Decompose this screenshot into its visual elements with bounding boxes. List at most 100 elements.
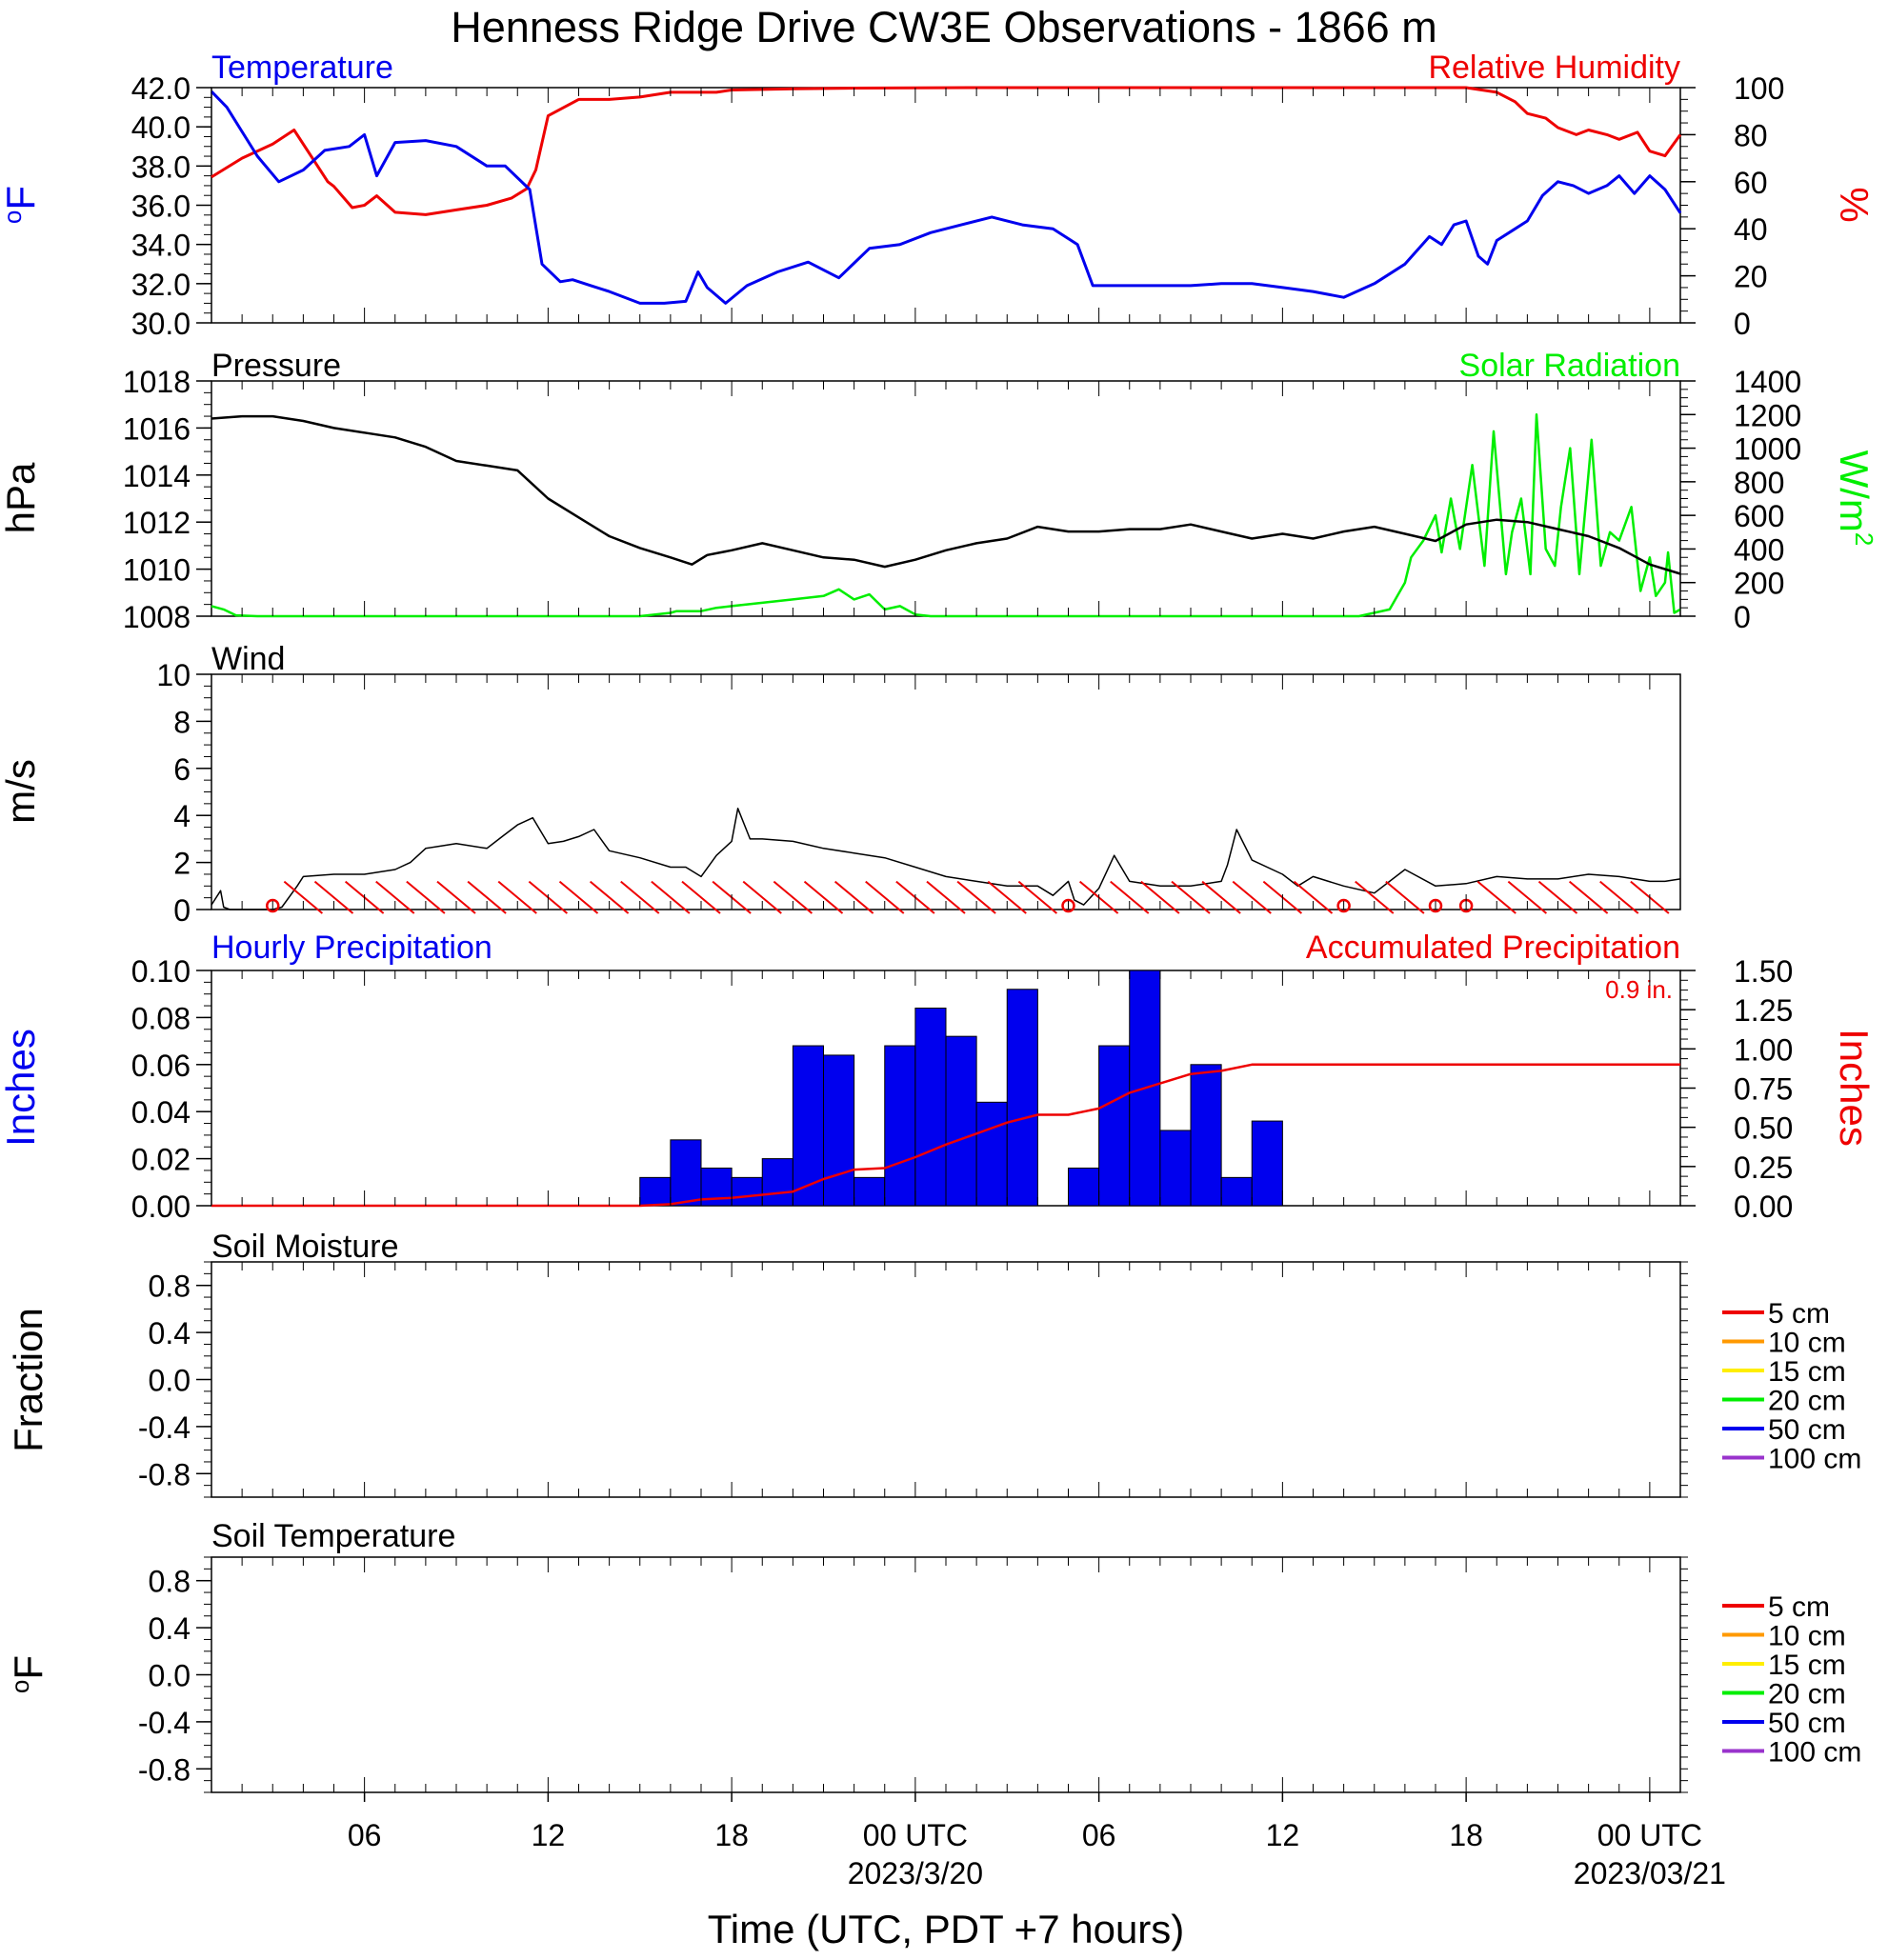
soil-temperature-legend-label: 10 cm xyxy=(1768,1621,1846,1652)
wind-barb xyxy=(1507,880,1548,914)
wind-barb xyxy=(1355,880,1395,914)
wind-title: Wind xyxy=(211,641,285,677)
soil-temperature-tick-label: 0.8 xyxy=(149,1565,191,1599)
soil-moisture-legend-label: 20 cm xyxy=(1768,1386,1846,1417)
time-tick-label: 12 xyxy=(532,1818,566,1852)
wind-frame xyxy=(211,673,1681,910)
time-date-label: 2023/03/21 xyxy=(1574,1856,1726,1890)
wind-barb xyxy=(834,880,874,914)
wind-barb xyxy=(620,880,660,914)
wind-barb xyxy=(1110,880,1150,914)
accum-precip-tick-label: 1.00 xyxy=(1734,1032,1793,1067)
soil-temperature-tick-label: 0.0 xyxy=(149,1659,191,1693)
wind-barb xyxy=(1476,880,1516,914)
soil-temperature-tick-label: -0.4 xyxy=(138,1706,191,1740)
precip-bar xyxy=(1190,1064,1222,1207)
wind-speed-line xyxy=(211,808,1681,910)
precip-bar xyxy=(975,1101,1008,1207)
temperature-tick-label: 30.0 xyxy=(131,307,191,341)
soil-moisture-tick-label: -0.8 xyxy=(138,1457,191,1491)
temperature-axis-title: oF xyxy=(0,186,43,224)
time-tick-label: 18 xyxy=(714,1818,749,1852)
precip-bars xyxy=(639,970,1283,1207)
wind-axis-title: m/s xyxy=(0,759,43,824)
solar-tick-label: 0 xyxy=(1734,600,1751,634)
precip-bar xyxy=(914,1008,947,1207)
wind-barb xyxy=(1232,880,1272,914)
time-tick-label: 06 xyxy=(348,1818,382,1852)
hourly-precip-title: Hourly Precipitation xyxy=(211,930,492,966)
soil-moisture-legend-label: 100 cm xyxy=(1768,1444,1861,1475)
wind-left-ticks: 10 8 6 4 2 0 xyxy=(156,658,211,928)
wind-barb xyxy=(1201,880,1241,914)
precip-bar xyxy=(761,1158,793,1207)
temperature-tick-label: 32.0 xyxy=(131,268,191,302)
soil-moisture-title: Soil Moisture xyxy=(211,1229,399,1265)
wind-tick-label: 4 xyxy=(173,799,191,833)
solar-axis-title-text: W/m xyxy=(1832,450,1877,532)
wind-barb xyxy=(651,880,691,914)
time-date-label: 2023/3/20 xyxy=(848,1856,983,1890)
wind-barb xyxy=(865,880,905,914)
accum-precip-tick-label: 1.50 xyxy=(1734,954,1793,989)
soil-moisture-tick-label: 0.4 xyxy=(149,1316,191,1350)
time-tick-label: 12 xyxy=(1266,1818,1300,1852)
solar-axis-title: W/m2 xyxy=(1832,450,1878,547)
wind-barb xyxy=(1017,880,1058,914)
precip-bar xyxy=(1098,1045,1131,1207)
x-axis-title: Time (UTC, PDT +7 hours) xyxy=(708,1907,1185,1951)
temperature-title: Temperature xyxy=(211,50,393,86)
soil-temperature-legend-label: 20 cm xyxy=(1768,1679,1846,1710)
hourly-precip-tick-label: 0.02 xyxy=(131,1143,191,1177)
wind-barb xyxy=(589,880,630,914)
accum-precip-tick-label: 0.75 xyxy=(1734,1072,1793,1107)
pressure-title: Pressure xyxy=(211,348,341,384)
wind-barb xyxy=(1385,880,1425,914)
accum-precip-tick-label: 0.25 xyxy=(1734,1150,1793,1185)
pressure-tick-label: 1012 xyxy=(123,506,191,540)
hourly-precip-tick-label: 0.04 xyxy=(131,1095,191,1130)
soil-temperature-legend-label: 5 cm xyxy=(1768,1591,1830,1623)
humidity-tick-label: 40 xyxy=(1734,212,1768,247)
precip-bar xyxy=(1220,1176,1253,1207)
precip-left-axis-title: Inches xyxy=(0,1029,43,1147)
wind-barb xyxy=(1568,880,1609,914)
precip-bar xyxy=(1006,989,1038,1207)
wind-barb xyxy=(987,880,1027,914)
solar-title: Solar Radiation xyxy=(1459,348,1680,384)
wind-barb xyxy=(467,880,507,914)
wind-barb xyxy=(956,880,996,914)
soil-moisture-left-ticks: 0.8 0.4 0.0 -0.4 -0.8 xyxy=(138,1261,1688,1498)
calm-wind-marker xyxy=(266,898,280,913)
wind-barb xyxy=(1140,880,1180,914)
soil-moisture-tick-label: 0.8 xyxy=(149,1270,191,1304)
wind-barb xyxy=(1537,880,1578,914)
soil-temperature-title: Soil Temperature xyxy=(211,1518,455,1554)
precip-bar xyxy=(731,1176,763,1207)
precip-bar xyxy=(1068,1167,1100,1207)
precip-bar xyxy=(945,1035,977,1207)
pressure-tick-label: 1014 xyxy=(123,459,191,493)
temperature-humidity-frame xyxy=(211,87,1681,324)
precip-bar xyxy=(1159,1130,1192,1207)
wind-barb xyxy=(436,880,476,914)
wind-barb xyxy=(375,880,415,914)
wind-barbs xyxy=(266,880,1670,914)
wind-barb xyxy=(1171,880,1211,914)
soil-moisture-panel: Soil Moisture Fraction 0.8 0.4 0.0 -0.4 -0.8… xyxy=(6,1229,1861,1498)
temperature-tick-label: 36.0 xyxy=(131,190,191,224)
hourly-precip-tick-label: 0.08 xyxy=(131,1001,191,1035)
precip-bar xyxy=(854,1176,886,1207)
solar-tick-label: 400 xyxy=(1734,532,1784,567)
humidity-tick-label: 100 xyxy=(1734,71,1784,106)
precip-left-ticks: 0.10 0.08 0.06 0.04 0.02 0.00 xyxy=(131,954,211,1224)
time-tick-label: 18 xyxy=(1449,1818,1483,1852)
precip-right-axis-title: Inches xyxy=(1832,1029,1877,1147)
temperature-left-ticks: 42.0 40.0 38.0 36.0 34.0 32.0 30.0 xyxy=(131,71,211,341)
time-tick-label: 06 xyxy=(1082,1818,1116,1852)
soil-moisture-axis-title: Fraction xyxy=(6,1308,50,1452)
accum-precip-title: Accumulated Precipitation xyxy=(1306,930,1680,966)
wind-tick-label: 8 xyxy=(173,705,191,739)
